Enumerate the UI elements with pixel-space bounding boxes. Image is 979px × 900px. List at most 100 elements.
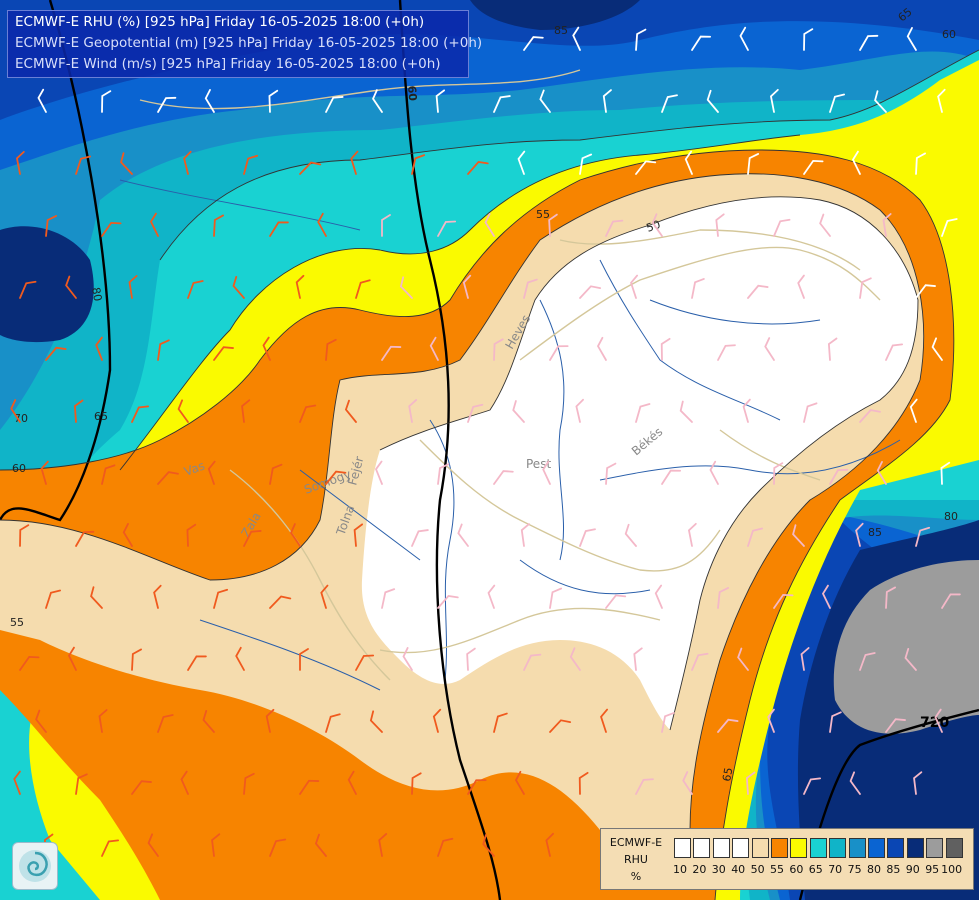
legend-swatch bbox=[732, 838, 750, 858]
wind-barb bbox=[75, 773, 88, 795]
wind-barb bbox=[859, 34, 879, 51]
wind-barb bbox=[243, 530, 262, 547]
legend-tick: 55 bbox=[770, 863, 784, 876]
wind-barb bbox=[355, 654, 375, 671]
wind-barb bbox=[95, 336, 103, 361]
wind-barb bbox=[37, 88, 47, 113]
wind-barb bbox=[381, 214, 391, 237]
wind-barb bbox=[940, 461, 951, 485]
wind-barb bbox=[15, 150, 25, 175]
wind-barb bbox=[747, 153, 760, 175]
wind-barb bbox=[579, 528, 596, 547]
legend-tick: 30 bbox=[711, 863, 726, 876]
wind-barb bbox=[913, 771, 923, 795]
wind-barb bbox=[131, 405, 150, 423]
wind-barb bbox=[149, 212, 159, 237]
legend-swatch bbox=[848, 838, 866, 858]
wind-barb bbox=[40, 460, 49, 485]
wind-barb bbox=[800, 647, 810, 671]
wind-barb bbox=[13, 770, 21, 795]
wind-barb bbox=[487, 584, 496, 609]
wind-barb bbox=[101, 464, 116, 485]
wind-barb bbox=[35, 709, 47, 733]
wind-barb bbox=[687, 522, 697, 547]
wind-barb bbox=[202, 710, 215, 733]
wind-barb bbox=[314, 833, 327, 857]
legend-swatch bbox=[809, 838, 827, 858]
wind-barb bbox=[402, 647, 413, 671]
wind-barb bbox=[204, 88, 215, 113]
wind-barb bbox=[819, 213, 831, 237]
wind-barb bbox=[635, 778, 654, 795]
wind-barb bbox=[605, 594, 627, 609]
wind-barb bbox=[691, 278, 705, 299]
legend-swatch bbox=[771, 838, 788, 858]
legend-tick: 60 bbox=[789, 863, 804, 876]
legend-swatch bbox=[790, 838, 808, 858]
wind-barb bbox=[157, 471, 179, 485]
title-wind: ECMWF-E Wind (m/s) [925 hPa] Friday 16-0… bbox=[15, 56, 441, 72]
wind-barb bbox=[630, 274, 639, 299]
wind-barb bbox=[596, 336, 607, 361]
wind-barb bbox=[773, 218, 791, 237]
band-90-north bbox=[470, 0, 640, 30]
wind-barb bbox=[381, 345, 402, 361]
wind-barb bbox=[661, 94, 678, 113]
wind-barb bbox=[432, 708, 442, 733]
wind-barb bbox=[429, 336, 439, 361]
wind-barb bbox=[466, 647, 476, 671]
wind-barb bbox=[769, 88, 779, 113]
wind-barb bbox=[10, 399, 21, 423]
wind-barb bbox=[73, 399, 84, 423]
wind-barb bbox=[578, 771, 589, 795]
wind-barb bbox=[67, 646, 77, 671]
legend-swatch bbox=[751, 838, 769, 858]
legend-swatch bbox=[712, 838, 730, 858]
wind-barb bbox=[706, 89, 719, 113]
wind-barb bbox=[101, 90, 112, 113]
wind-barb bbox=[829, 93, 845, 113]
wind-barb bbox=[325, 338, 337, 361]
wind-barb bbox=[241, 399, 251, 423]
wind-barb bbox=[803, 28, 814, 51]
wind-barb bbox=[437, 463, 450, 485]
wind-barb bbox=[437, 837, 454, 857]
wind-barb bbox=[764, 337, 775, 361]
wind-barb bbox=[906, 26, 917, 51]
wind-barb bbox=[493, 712, 508, 733]
wind-barb bbox=[232, 276, 245, 299]
legend-swatch bbox=[693, 838, 711, 858]
contour-label: 55 bbox=[536, 208, 550, 221]
wind-barb bbox=[325, 96, 344, 113]
wind-barb bbox=[269, 595, 292, 609]
wind-barb bbox=[773, 593, 794, 609]
contour-label: 60 bbox=[12, 462, 26, 475]
legend-tick: 80 bbox=[867, 863, 881, 876]
wind-barb bbox=[243, 154, 259, 175]
wind-barb bbox=[915, 284, 936, 299]
title-geopotential: ECMWF-E Geopotential (m) [925 hPa] Frida… bbox=[15, 35, 483, 51]
wind-barb bbox=[745, 771, 756, 795]
wind-barb bbox=[523, 653, 542, 671]
wind-barb bbox=[539, 89, 551, 113]
contour-label: 70 bbox=[14, 412, 28, 425]
wind-barb bbox=[931, 337, 943, 361]
wind-barb bbox=[19, 280, 37, 299]
wind-barb bbox=[75, 530, 95, 547]
wind-barb bbox=[269, 463, 283, 485]
legend-unit: % bbox=[630, 870, 642, 883]
wind-barb bbox=[876, 460, 887, 485]
wind-barb bbox=[635, 28, 647, 51]
wind-barb bbox=[941, 593, 961, 609]
contour-labels: 85 65 60 80 60 70 65 60 55 50 55 85 80 6… bbox=[10, 5, 958, 782]
legend-swatch bbox=[887, 838, 905, 858]
wind-barb bbox=[372, 89, 383, 113]
contour-label: 60 bbox=[942, 28, 956, 41]
wind-barb bbox=[523, 278, 538, 299]
wind-barb bbox=[803, 402, 818, 423]
wind-barb bbox=[717, 344, 736, 361]
wind-barb bbox=[859, 409, 881, 423]
wind-barb bbox=[19, 655, 40, 671]
wind-barb bbox=[213, 214, 224, 237]
